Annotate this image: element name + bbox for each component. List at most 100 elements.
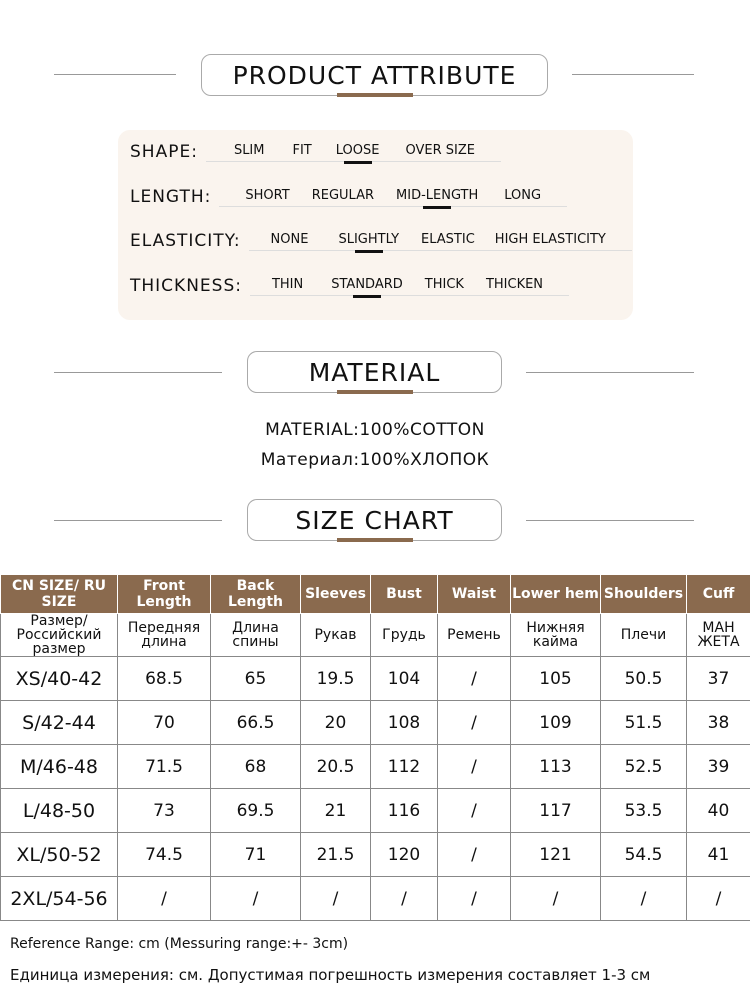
table-cell: 37 bbox=[686, 656, 750, 701]
table-row: M/46-48 71.5 68 20.5 112/113 52.5 39 bbox=[0, 744, 750, 789]
attribute-options: SHORT REGULAR MID-LENGTH LONG bbox=[219, 188, 568, 207]
table-row: XS/40-42 68.5 65 19.5 104/105 50.5 37 bbox=[0, 656, 750, 701]
accent-bar bbox=[336, 93, 413, 97]
divider bbox=[572, 74, 694, 75]
attribute-label: THICKNESS: bbox=[130, 276, 242, 296]
table-cell: Ремень bbox=[437, 613, 511, 657]
section-title-size-chart: SIZE CHART bbox=[247, 499, 502, 542]
table-cell: Bust bbox=[370, 574, 438, 614]
table-cell: Рукав bbox=[300, 613, 371, 657]
table-cell: 2XL/54-56 bbox=[0, 876, 118, 921]
table-cell: 112 bbox=[370, 744, 438, 789]
table-cell: 41 bbox=[686, 832, 750, 877]
footer-ru: Единица измерения: см. Допустимая погреш… bbox=[10, 966, 651, 984]
table-row: 2XL/54-56// / / / / / / bbox=[0, 876, 750, 921]
table-cell: 70 bbox=[117, 700, 211, 745]
table-cell: / bbox=[686, 876, 750, 921]
table-cell: Waist bbox=[437, 574, 511, 614]
table-cell: / bbox=[437, 656, 511, 701]
attribute-options: SLIM FIT LOOSE OVER SIZE bbox=[205, 143, 501, 162]
accent-bar bbox=[336, 538, 413, 542]
attribute-options: NONE SLIGHTLY ELASTIC HIGH ELASTICITY bbox=[248, 232, 632, 251]
table-cell: 71 bbox=[210, 832, 301, 877]
table-cell: Плечи bbox=[600, 613, 687, 657]
table-cell: / bbox=[437, 788, 511, 833]
table-cell: 104 bbox=[370, 656, 438, 701]
table-cell: S/42-44 bbox=[0, 700, 118, 745]
divider bbox=[526, 372, 694, 373]
table-row: S/42-44 70 66.5 20 108/109 51.5 38 bbox=[0, 700, 750, 745]
table-cell: Грудь bbox=[370, 613, 438, 657]
table-cell: / bbox=[300, 876, 371, 921]
attribute-label: ELASTICITY: bbox=[130, 231, 241, 251]
table-cell: 52.5 bbox=[600, 744, 687, 789]
attribute-row: SHAPE: SLIM FIT LOOSE OVER SIZE bbox=[130, 142, 501, 162]
table-cell: 71.5 bbox=[117, 744, 211, 789]
attribute-option: STANDARD bbox=[331, 277, 403, 292]
table-header-en: CN SIZE/ RU SIZE Front Length Back Length S… bbox=[0, 574, 750, 614]
table-cell: / bbox=[600, 876, 687, 921]
table-cell: 117 bbox=[510, 788, 601, 833]
table-cell: 68.5 bbox=[117, 656, 211, 701]
table-cell: 74.5 bbox=[117, 832, 211, 877]
table-cell: / bbox=[437, 832, 511, 877]
attribute-panel: SHAPE: SLIM FIT LOOSE OVER SIZE LENGTH: SHORT R… bbox=[118, 130, 633, 320]
attribute-option: OVER SIZE bbox=[405, 143, 475, 158]
table-cell: / bbox=[437, 744, 511, 789]
attribute-option: HIGH ELASTICITY bbox=[494, 232, 606, 247]
attribute-label: LENGTH: bbox=[130, 187, 212, 207]
title-text: MATERIAL bbox=[308, 357, 441, 387]
table-cell: 120 bbox=[370, 832, 438, 877]
attribute-label: SHAPE: bbox=[130, 142, 198, 162]
table-cell: Back Length bbox=[210, 574, 301, 614]
table-cell: 50.5 bbox=[600, 656, 687, 701]
accent-bar bbox=[336, 390, 413, 394]
table-cell: 38 bbox=[686, 700, 750, 745]
attribute-option: ELASTIC bbox=[421, 232, 475, 247]
table-cell: 69.5 bbox=[210, 788, 301, 833]
table-cell: 113 bbox=[510, 744, 601, 789]
table-cell: L/48-50 bbox=[0, 788, 118, 833]
attribute-options: THIN STANDARD THICK THICKEN bbox=[249, 277, 570, 296]
divider bbox=[526, 520, 694, 521]
attribute-option: LONG bbox=[504, 188, 542, 203]
attribute-option: THIN bbox=[271, 277, 304, 292]
attribute-option: SLIM bbox=[233, 143, 265, 158]
attribute-option: SLIGHTLY bbox=[338, 232, 400, 247]
table-cell: M/46-48 bbox=[0, 744, 118, 789]
table-cell: / bbox=[510, 876, 601, 921]
title-text: PRODUCT ATTRIBUTE bbox=[232, 60, 517, 90]
table-cell: 65 bbox=[210, 656, 301, 701]
table-cell: 21 bbox=[300, 788, 371, 833]
table-cell: Shoulders bbox=[600, 574, 687, 614]
table-cell: 40 bbox=[686, 788, 750, 833]
table-cell: Передняя длина bbox=[117, 613, 211, 657]
attribute-option: REGULAR bbox=[311, 188, 375, 203]
divider bbox=[54, 520, 222, 521]
section-title-attribute: PRODUCT ATTRIBUTE bbox=[201, 54, 548, 97]
attribute-option: NONE bbox=[270, 232, 309, 247]
title-text: SIZE CHART bbox=[295, 505, 454, 535]
table-cell: 116 bbox=[370, 788, 438, 833]
attribute-option: THICK bbox=[424, 277, 464, 292]
divider bbox=[54, 372, 222, 373]
table-cell: 19.5 bbox=[300, 656, 371, 701]
section-title-material: MATERIAL bbox=[247, 351, 502, 394]
attribute-row: ELASTICITY: NONE SLIGHTLY ELASTIC HIGH ELAST… bbox=[130, 231, 632, 251]
table-cell: 121 bbox=[510, 832, 601, 877]
table-cell: / bbox=[210, 876, 301, 921]
table-cell: Lower hem bbox=[510, 574, 601, 614]
table-header-ru: Размер/ Российский размер Передняя длина Д… bbox=[0, 613, 750, 657]
table-cell: / bbox=[437, 876, 511, 921]
table-cell: 105 bbox=[510, 656, 601, 701]
table-cell: / bbox=[370, 876, 438, 921]
table-cell: Sleeves bbox=[300, 574, 371, 614]
table-cell: Нижняя кайма bbox=[510, 613, 601, 657]
table-row: L/48-50 73 69.5 21 116/117 53.5 40 bbox=[0, 788, 750, 833]
table-cell: 73 bbox=[117, 788, 211, 833]
table-cell: Размер/ Российский размер bbox=[0, 613, 118, 657]
table-cell: 53.5 bbox=[600, 788, 687, 833]
table-cell: CN SIZE/ RU SIZE bbox=[0, 574, 118, 614]
table-cell: Длина спины bbox=[210, 613, 301, 657]
attribute-option: MID-LENGTH bbox=[396, 188, 479, 203]
